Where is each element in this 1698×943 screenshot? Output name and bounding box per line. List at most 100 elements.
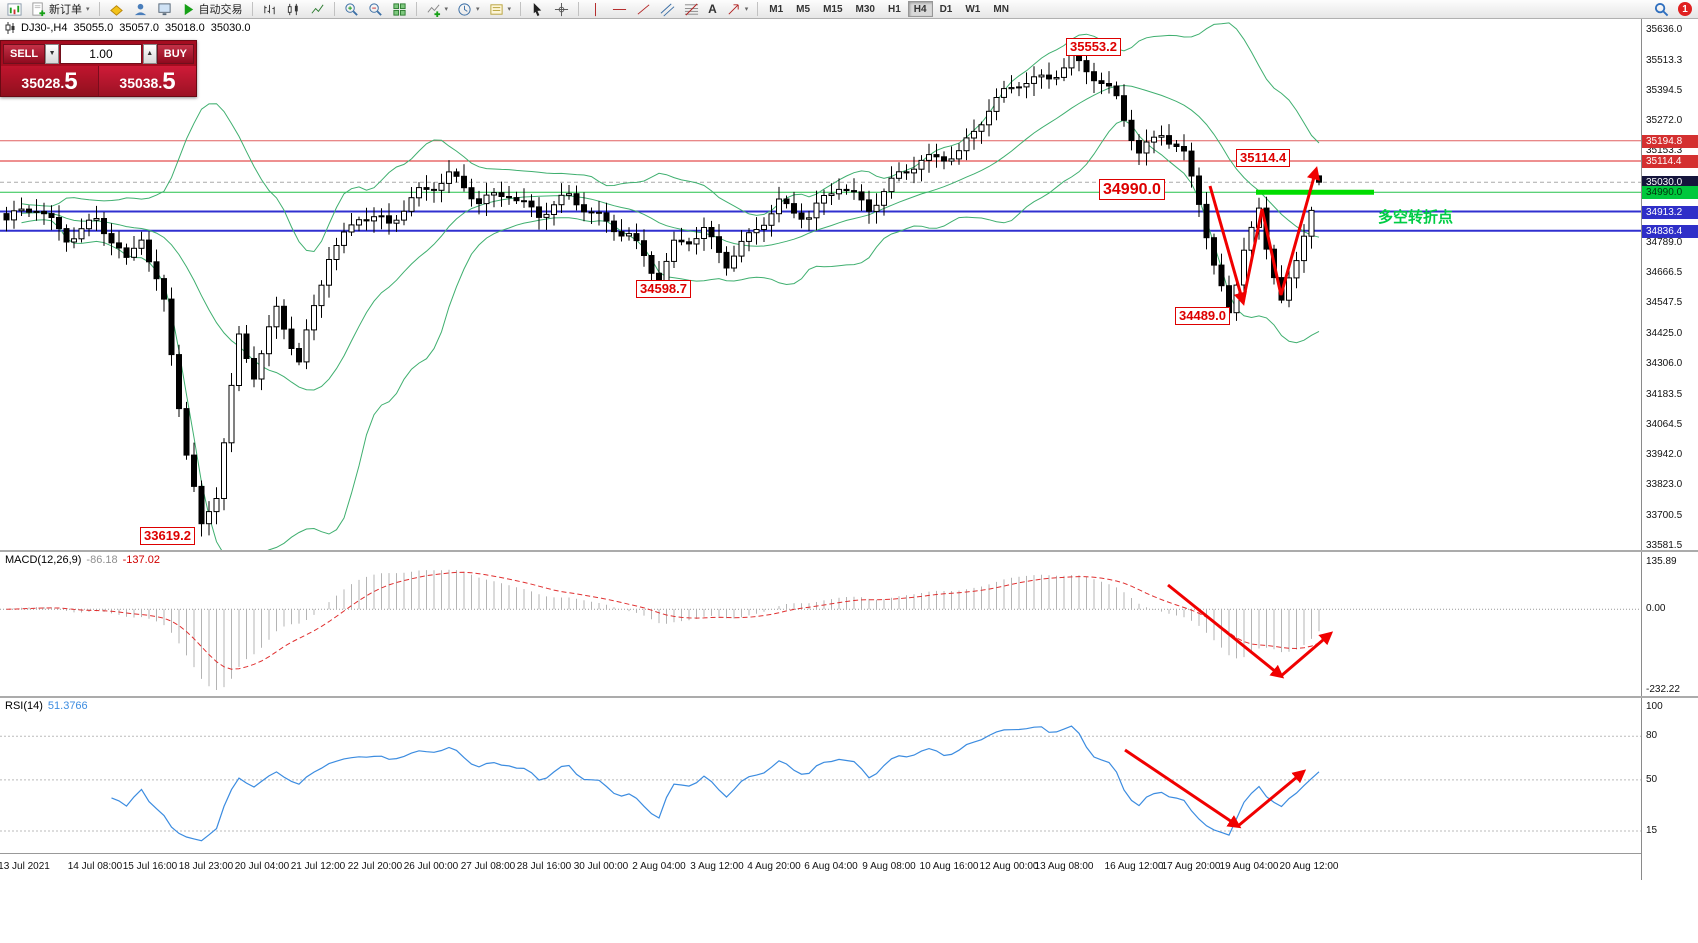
chinese-note-label[interactable]: 多空转折点 [1378,209,1454,226]
rsi-axis-label: 100 [1646,701,1663,712]
chart-window-button[interactable] [3,1,26,18]
timeframe-button-d1[interactable]: D1 [934,1,959,17]
shapes-button[interactable]: ▾ [722,1,753,18]
timeframe-button-h4[interactable]: H4 [907,1,933,17]
search-button[interactable] [1650,1,1673,18]
volume-decrease-button[interactable]: ▼ [45,43,60,64]
main-chart-panel[interactable] [0,19,1641,550]
fibonacci-button[interactable] [680,1,703,18]
volume-increase-button[interactable]: ▲ [142,43,157,64]
trend-arrow[interactable] [1280,631,1334,678]
price-annotation[interactable]: 35553.2 [1066,38,1121,56]
price-annotation[interactable]: 34598.7 [636,280,691,298]
panel-divider[interactable] [0,696,1698,698]
price-annotation[interactable]: 34990.0 [1099,179,1165,200]
volume-input[interactable] [60,43,142,64]
tile-windows-button[interactable] [388,1,411,18]
timeframe-button-m15[interactable]: M15 [817,1,848,17]
time-axis-label: 13 Jul 2021 [0,861,50,872]
sell-price-big-digit: 5 [64,68,78,95]
ohlc-open: 35055.0 [73,22,114,34]
horizontal-line-button[interactable] [608,1,631,18]
price-axis[interactable]: 35636.0 35513.3 35394.5 35272.0 35153.3 34789… [1641,19,1698,880]
price-axis-marker: 34990.0 [1642,186,1698,199]
price-annotation[interactable]: 33619.2 [140,527,195,545]
bollinger-middle-band[interactable] [21,84,1320,391]
timeframe-button-h1[interactable]: H1 [882,1,907,17]
text-tool-icon: A [708,2,717,16]
panel-divider[interactable] [0,550,1698,552]
notification-badge[interactable]: 1 [1678,2,1692,16]
price-axis-label: 33581.5 [1646,540,1683,551]
terminal-icon [157,2,171,15]
timeframe-button-w1[interactable]: W1 [959,1,986,17]
text-tool-button[interactable]: A [704,1,721,18]
bollinger-upper-band[interactable] [21,22,1320,253]
accounts-button[interactable] [129,1,152,18]
zoom-out-button[interactable] [364,1,387,18]
clock-icon [458,2,471,16]
time-axis[interactable]: 13 Jul 2021 14 Jul 08:00 15 Jul 16:00 18 Ju… [0,853,1641,880]
timeframe-button-m30[interactable]: M30 [850,1,881,17]
vertical-line-button[interactable] [584,1,607,18]
time-axis-label: 10 Aug 16:00 [919,861,979,872]
buy-button[interactable]: BUY [156,43,194,64]
price-axis-marker: 35194.8 [1642,135,1698,148]
rsi-panel[interactable] [0,698,1641,853]
candlestick-chart-button[interactable] [282,1,305,18]
timeframe-button-m5[interactable]: M5 [790,1,816,17]
rsi-line [111,725,1320,842]
trend-arrow[interactable] [1241,166,1320,303]
macd-panel[interactable] [0,552,1641,696]
trendline-button[interactable] [632,1,655,18]
price-annotation[interactable]: 35114.4 [1236,149,1291,167]
sell-price-main: 35028. [21,75,65,91]
channel-button[interactable] [656,1,679,18]
price-axis-label: 35636.0 [1646,24,1683,35]
terminal-button[interactable] [153,1,176,18]
indicators-add-icon [427,4,440,17]
rsi-axis-label: 50 [1646,774,1658,785]
symbol-candle-icon [5,22,15,34]
trend-arrow[interactable] [1208,185,1247,306]
timeframe-button-m1[interactable]: M1 [763,1,789,17]
price-axis-marker: 35114.4 [1642,155,1698,168]
buy-price[interactable]: 35038. 5 [98,66,196,96]
top-toolbar: 新订单 ▾ 自动交易 ▾ ▾ ▾ A ▾ M1 M5 M15 M30 H1 [0,0,1698,19]
time-axis-label: 27 Jul 08:00 [460,861,516,872]
trend-arrow[interactable] [1124,748,1242,829]
time-axis-label: 21 Jul 12:00 [290,861,346,872]
cursor-button[interactable] [526,1,549,18]
period-button[interactable]: ▾ [453,1,484,18]
timeframe-button-mn[interactable]: MN [987,1,1015,17]
price-annotation[interactable]: 34489.0 [1175,307,1230,325]
time-axis-label: 17 Aug 20:00 [1161,861,1221,872]
toolbar-separator [520,2,522,16]
fibonacci-icon [685,3,699,15]
trend-arrow[interactable] [1167,583,1285,679]
price-axis-label: 35513.3 [1646,55,1683,66]
autotrade-button[interactable]: 自动交易 [177,1,247,18]
sell-price[interactable]: 35028. 5 [1,66,98,96]
templates-button[interactable]: ▾ [485,1,516,18]
rsi-label: RSI(14) 51.3766 [5,700,88,712]
line-chart-button[interactable] [306,1,329,18]
macd-label: MACD(12,26,9) -86.18 -137.02 [5,554,160,566]
zoom-in-button[interactable] [340,1,363,18]
price-axis-marker: 34913.2 [1642,206,1698,219]
crosshair-button[interactable] [550,1,573,18]
new-order-button[interactable]: 新订单 ▾ [27,1,94,18]
price-axis-label: 33942.0 [1646,449,1683,460]
market-watch-button[interactable] [105,1,128,18]
bar-chart-button[interactable] [258,1,281,18]
time-axis-label: 13 Aug 08:00 [1034,861,1094,872]
trend-arrow[interactable] [1237,769,1307,828]
bollinger-lower-band[interactable] [21,119,1320,550]
buy-price-main: 35038. [119,75,163,91]
one-click-trading-panel: SELL ▼ ▲ BUY 35028.5 35038.5 [0,40,197,97]
indicators-button[interactable]: ▾ [422,1,453,18]
time-axis-label: 12 Aug 00:00 [979,861,1039,872]
sell-button[interactable]: SELL [3,43,46,64]
line-chart-icon [311,4,324,14]
